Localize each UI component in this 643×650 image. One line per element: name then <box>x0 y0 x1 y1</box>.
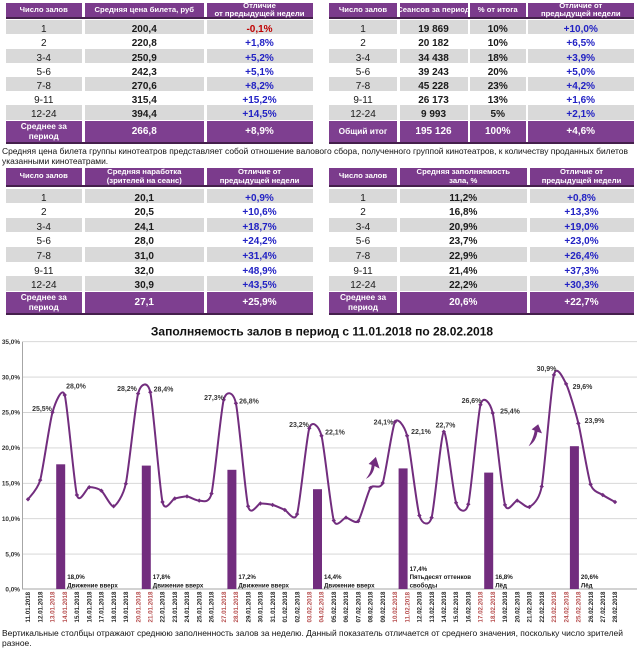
svg-text:30,9%: 30,9% <box>537 366 558 373</box>
svg-text:28.02.2018: 28.02.2018 <box>612 591 619 623</box>
svg-text:28.01.2018: 28.01.2018 <box>233 591 240 623</box>
svg-text:28,4%: 28,4% <box>154 386 175 393</box>
svg-text:06.02.2018: 06.02.2018 <box>343 591 350 623</box>
svg-text:02.02.2018: 02.02.2018 <box>294 591 301 623</box>
svg-text:14,4%: 14,4% <box>324 574 342 581</box>
svg-text:22,1%: 22,1% <box>325 429 346 436</box>
svg-text:21.02.2018: 21.02.2018 <box>527 591 534 623</box>
svg-text:17.01.2018: 17.01.2018 <box>99 591 106 623</box>
svg-text:22.01.2018: 22.01.2018 <box>160 591 167 623</box>
svg-text:26.01.2018: 26.01.2018 <box>209 591 216 623</box>
svg-text:04.02.2018: 04.02.2018 <box>319 591 326 623</box>
svg-text:16.01.2018: 16.01.2018 <box>86 591 93 623</box>
svg-text:09.02.2018: 09.02.2018 <box>380 591 387 623</box>
svg-text:17.02.2018: 17.02.2018 <box>478 591 485 623</box>
svg-text:27.02.2018: 27.02.2018 <box>600 591 607 623</box>
svg-text:30,0%: 30,0% <box>2 374 20 381</box>
svg-text:28,2%: 28,2% <box>117 386 138 393</box>
svg-text:20.02.2018: 20.02.2018 <box>514 591 521 623</box>
svg-text:0,0%: 0,0% <box>5 587 20 594</box>
svg-text:15.01.2018: 15.01.2018 <box>74 591 81 623</box>
svg-text:24.02.2018: 24.02.2018 <box>563 591 570 623</box>
svg-text:25,5%: 25,5% <box>32 406 53 413</box>
svg-text:30.01.2018: 30.01.2018 <box>258 591 265 623</box>
svg-text:12.01.2018: 12.01.2018 <box>37 591 44 623</box>
svg-text:13.02.2018: 13.02.2018 <box>429 591 436 623</box>
svg-text:26.02.2018: 26.02.2018 <box>588 591 595 623</box>
svg-text:23.02.2018: 23.02.2018 <box>551 591 558 623</box>
svg-text:35,0%: 35,0% <box>2 339 20 346</box>
svg-text:10,0%: 10,0% <box>2 516 20 523</box>
svg-text:5,0%: 5,0% <box>5 551 20 558</box>
svg-text:31.01.2018: 31.01.2018 <box>270 591 277 623</box>
svg-text:14.02.2018: 14.02.2018 <box>441 591 448 623</box>
svg-text:18,0%: 18,0% <box>67 574 85 581</box>
svg-text:22,7%: 22,7% <box>436 422 457 429</box>
svg-text:20,6%: 20,6% <box>581 574 599 581</box>
svg-text:20.01.2018: 20.01.2018 <box>135 591 142 623</box>
svg-text:Лёд: Лёд <box>581 582 593 589</box>
svg-text:Заполняемость залов в период с: Заполняемость залов в период с 11.01.201… <box>151 325 493 339</box>
svg-text:свободы: свободы <box>410 582 438 589</box>
svg-text:25.02.2018: 25.02.2018 <box>576 591 583 623</box>
svg-text:15.02.2018: 15.02.2018 <box>453 591 460 623</box>
svg-text:Движение вверх: Движение вверх <box>324 582 375 589</box>
svg-text:18.01.2018: 18.01.2018 <box>111 591 118 623</box>
svg-text:13.01.2018: 13.01.2018 <box>50 591 57 623</box>
svg-text:26,6%: 26,6% <box>462 398 483 405</box>
svg-text:25,0%: 25,0% <box>2 410 20 417</box>
svg-text:Движение вверх: Движение вверх <box>153 582 204 589</box>
svg-text:22.02.2018: 22.02.2018 <box>539 591 546 623</box>
svg-text:24,1%: 24,1% <box>374 419 395 426</box>
svg-text:29,6%: 29,6% <box>573 384 594 391</box>
svg-text:18.02.2018: 18.02.2018 <box>490 591 497 623</box>
svg-text:10.02.2018: 10.02.2018 <box>392 591 399 623</box>
svg-text:17,8%: 17,8% <box>153 574 171 581</box>
svg-text:15,0%: 15,0% <box>2 481 20 488</box>
svg-text:16,8%: 16,8% <box>495 574 513 581</box>
svg-text:27,3%: 27,3% <box>204 395 225 402</box>
svg-text:12.02.2018: 12.02.2018 <box>417 591 424 623</box>
svg-text:27.01.2018: 27.01.2018 <box>221 591 228 623</box>
svg-text:03.02.2018: 03.02.2018 <box>307 591 314 623</box>
svg-text:29.01.2018: 29.01.2018 <box>245 591 252 623</box>
svg-text:01.02.2018: 01.02.2018 <box>282 591 289 623</box>
svg-text:23,9%: 23,9% <box>585 418 606 425</box>
svg-text:28,0%: 28,0% <box>66 383 87 390</box>
svg-text:08.02.2018: 08.02.2018 <box>368 591 375 623</box>
svg-text:20,0%: 20,0% <box>2 445 20 452</box>
svg-text:05.02.2018: 05.02.2018 <box>331 591 338 623</box>
svg-text:24.01.2018: 24.01.2018 <box>184 591 191 623</box>
svg-text:23,2%: 23,2% <box>289 422 310 429</box>
svg-text:26,8%: 26,8% <box>239 398 260 405</box>
svg-text:19.01.2018: 19.01.2018 <box>123 591 130 623</box>
svg-text:17,4%: 17,4% <box>410 566 428 573</box>
svg-text:14.01.2018: 14.01.2018 <box>62 591 69 623</box>
svg-text:11.01.2018: 11.01.2018 <box>25 591 32 622</box>
svg-text:21.01.2018: 21.01.2018 <box>148 591 155 623</box>
svg-text:Движение вверх: Движение вверх <box>67 582 118 589</box>
svg-text:22,1%: 22,1% <box>411 429 432 436</box>
svg-text:07.02.2018: 07.02.2018 <box>355 591 362 623</box>
svg-text:Пятьдесят оттенков: Пятьдесят оттенков <box>410 574 472 581</box>
svg-text:25.01.2018: 25.01.2018 <box>196 591 203 623</box>
svg-text:25,4%: 25,4% <box>500 408 521 415</box>
svg-text:17,2%: 17,2% <box>238 574 256 581</box>
svg-text:19.02.2018: 19.02.2018 <box>502 591 509 623</box>
svg-text:16.02.2018: 16.02.2018 <box>466 591 473 623</box>
svg-text:23.01.2018: 23.01.2018 <box>172 591 179 623</box>
svg-text:Лёд: Лёд <box>495 582 507 589</box>
svg-text:11.02.2018: 11.02.2018 <box>404 591 411 622</box>
svg-text:Движение вверх: Движение вверх <box>238 582 289 589</box>
